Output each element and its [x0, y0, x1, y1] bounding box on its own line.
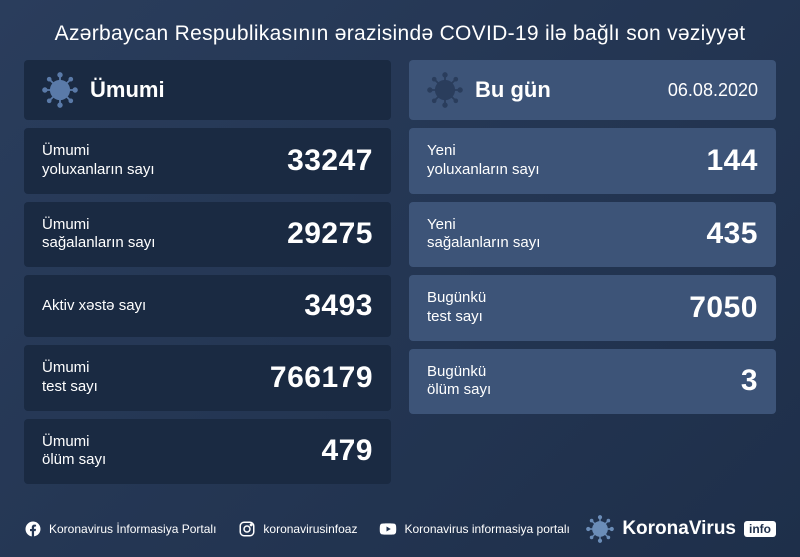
social-instagram: koronavirusinfoaz — [238, 520, 357, 538]
stat-label: Yeniyoluxanların sayı — [427, 142, 540, 180]
social-label: Koronavirus informasiya portalı — [404, 522, 569, 536]
virus-icon — [586, 515, 614, 543]
panel-total-header: Ümumi — [24, 60, 391, 120]
stat-label: Bugünkütest sayı — [427, 289, 486, 327]
stat-row: Aktiv xəstə sayı 3493 — [24, 275, 391, 337]
stat-row: Ümumiyoluxanların sayı 33247 — [24, 128, 391, 194]
virus-icon — [427, 72, 463, 108]
stat-row: Bugünkütest sayı 7050 — [409, 275, 776, 341]
stat-label: Ümumitest sayı — [42, 359, 98, 397]
panels-container: Ümumi Ümumiyoluxanların sayı 33247 Ümumi… — [0, 60, 800, 484]
stat-row: Ümumitest sayı 766179 — [24, 345, 391, 411]
stat-value: 7050 — [689, 291, 758, 325]
stat-label: Yenisağalanların sayı — [427, 216, 540, 254]
stat-label: Ümumiyoluxanların sayı — [42, 142, 155, 180]
social-facebook: Koronavirus İnformasiya Portalı — [24, 520, 216, 538]
stat-value: 435 — [706, 217, 758, 251]
social-youtube: Koronavirus informasiya portalı — [379, 520, 569, 538]
brand: KoronaVirus info — [586, 515, 776, 543]
virus-icon — [42, 72, 78, 108]
panel-today-date: 06.08.2020 — [668, 80, 758, 101]
stat-row: Ümumiölüm sayı 479 — [24, 419, 391, 485]
social-label: koronavirusinfoaz — [263, 522, 357, 536]
stat-value: 3493 — [304, 289, 373, 323]
stat-value: 29275 — [287, 217, 373, 251]
page-title: Azərbaycan Respublikasının ərazisində CO… — [0, 0, 800, 60]
stat-label: Ümumiölüm sayı — [42, 433, 106, 471]
youtube-icon — [379, 520, 397, 538]
brand-name: KoronaVirus — [622, 518, 736, 540]
stat-row: Bugünküölüm sayı 3 — [409, 349, 776, 415]
stat-label: Aktiv xəstə sayı — [42, 297, 146, 316]
panel-today-header: Bu gün 06.08.2020 — [409, 60, 776, 120]
instagram-icon — [238, 520, 256, 538]
stat-value: 33247 — [287, 144, 373, 178]
stat-row: Yeniyoluxanların sayı 144 — [409, 128, 776, 194]
stat-row: Ümumisağalanların sayı 29275 — [24, 202, 391, 268]
stat-row: Yenisağalanların sayı 435 — [409, 202, 776, 268]
stat-value: 3 — [741, 364, 758, 398]
stat-value: 479 — [321, 434, 373, 468]
brand-badge: info — [744, 521, 776, 537]
panel-today: Bu gün 06.08.2020 Yeniyoluxanların sayı … — [409, 60, 776, 484]
social-label: Koronavirus İnformasiya Portalı — [49, 522, 216, 536]
panel-total-title: Ümumi — [90, 77, 165, 103]
stat-label: Bugünküölüm sayı — [427, 363, 491, 401]
panel-today-title: Bu gün — [475, 77, 551, 103]
footer-socials: Koronavirus İnformasiya Portalı koronavi… — [24, 520, 570, 538]
stat-value: 144 — [706, 144, 758, 178]
panel-total: Ümumi Ümumiyoluxanların sayı 33247 Ümumi… — [24, 60, 391, 484]
stat-label: Ümumisağalanların sayı — [42, 216, 155, 254]
footer: Koronavirus İnformasiya Portalı koronavi… — [0, 503, 800, 557]
facebook-icon — [24, 520, 42, 538]
stat-value: 766179 — [270, 361, 373, 395]
